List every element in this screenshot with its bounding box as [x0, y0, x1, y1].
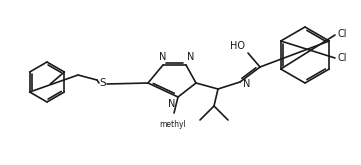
Text: N: N	[159, 52, 167, 62]
Text: Cl: Cl	[338, 29, 348, 39]
Text: N: N	[243, 79, 251, 89]
Text: N: N	[168, 99, 175, 109]
Text: Cl: Cl	[338, 53, 348, 63]
Text: HO: HO	[230, 41, 245, 51]
Text: S: S	[100, 78, 106, 88]
Text: methyl: methyl	[160, 120, 186, 129]
Text: N: N	[187, 52, 194, 62]
